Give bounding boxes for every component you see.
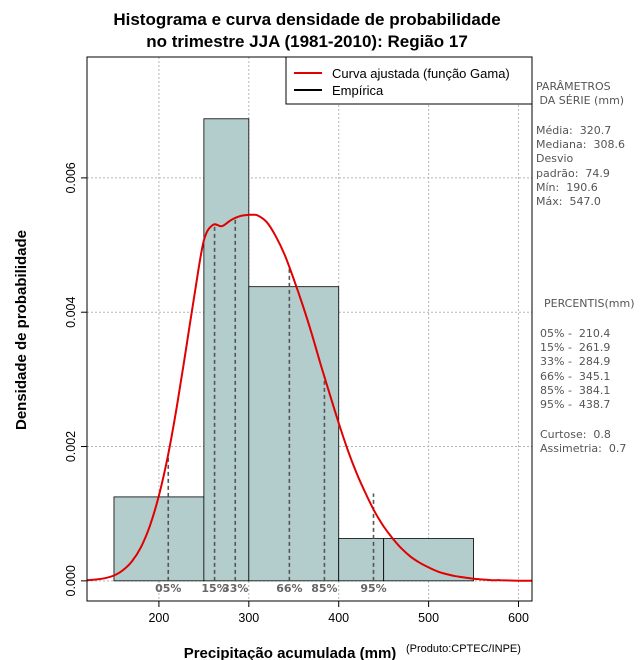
histogram-bar <box>338 538 385 582</box>
chart-title: Histograma e curva densidade de probabil… <box>113 10 500 51</box>
params-body: Média: 320.7 Mediana: 308.6 Desvio padrã… <box>536 124 625 209</box>
x-tick-label: 400 <box>328 611 349 625</box>
legend: Curva ajustada (função Gama) Empírica <box>285 56 533 105</box>
params-title: PARÂMETROS DA SÉRIE (mm) <box>536 80 625 108</box>
y-axis: 0.000 0.002 0.004 0.006 <box>64 162 87 596</box>
y-tick-label: 0.002 <box>64 431 78 462</box>
stats-body: Curtose: 0.8 Assimetria: 0.7 <box>540 428 627 456</box>
percentis-body: 05% - 210.4 15% - 261.9 33% - 284.9 66% … <box>540 327 611 412</box>
y-tick-label: 0.004 <box>64 297 78 328</box>
chart-title-line: Histograma e curva densidade de probabil… <box>113 10 500 29</box>
percentile-label: 33% <box>222 582 248 595</box>
x-tick-label: 500 <box>418 611 439 625</box>
x-tick-label: 200 <box>148 611 169 625</box>
legend-label: Curva ajustada (função Gama) <box>332 66 510 81</box>
percentile-label: 95% <box>360 582 386 595</box>
x-axis: 200 300 400 500 600 <box>148 601 529 625</box>
percentile-label: 15% <box>201 582 227 595</box>
legend-box <box>285 56 533 105</box>
gamma-curve <box>86 213 533 582</box>
percentile-lines: 05% 15%33% 66% 85% 95% <box>155 219 387 595</box>
percentile-label: 85% <box>311 582 337 595</box>
x-tick-label: 600 <box>508 611 529 625</box>
legend-label: Empírica <box>332 83 384 98</box>
chart-title-line: no trimestre JJA (1981-2010): Região 17 <box>146 32 468 51</box>
histogram-bars <box>113 118 474 582</box>
histogram-bar <box>248 286 340 582</box>
y-tick-label: 0.006 <box>64 162 78 193</box>
credit-label: (Produto:CPTEC/INPE) <box>406 643 521 655</box>
y-axis-label: Densidade de probabilidade <box>13 230 30 430</box>
percentile-label: 05% <box>155 582 181 595</box>
percentile-label: 66% <box>276 582 302 595</box>
y-tick-label: 0.000 <box>64 565 78 596</box>
histogram-bar <box>113 496 205 582</box>
histogram-bar <box>203 118 250 582</box>
x-axis-label: Precipitação acumulada (mm) <box>184 645 397 660</box>
x-tick-label: 300 <box>238 611 259 625</box>
gamma-curve-line <box>86 213 533 582</box>
percentis-title: PERCENTIS(mm) <box>544 297 635 310</box>
